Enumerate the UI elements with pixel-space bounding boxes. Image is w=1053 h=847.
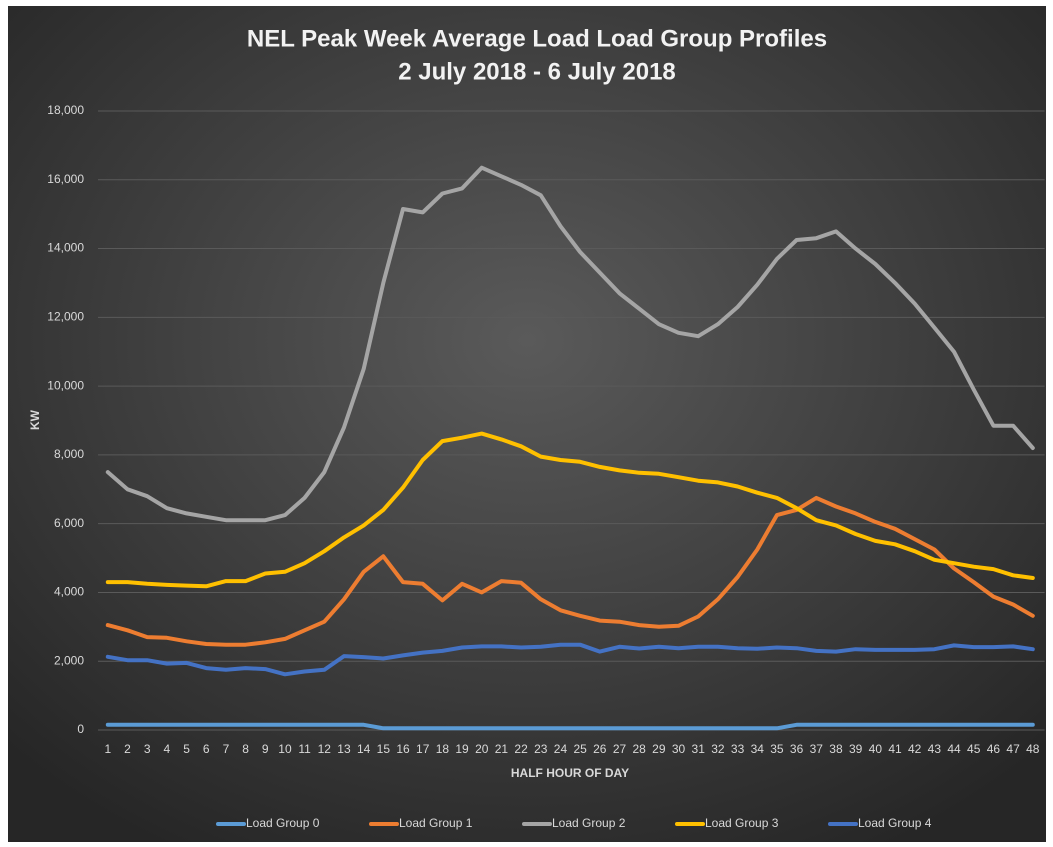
y-tick-label: 14,000 [47,241,84,255]
x-tick-label: 19 [455,742,469,756]
x-tick-label: 24 [554,742,568,756]
x-tick-label: 44 [947,742,961,756]
y-tick-label: 10,000 [47,378,84,392]
x-tick-label: 31 [692,742,706,756]
series-line [105,495,1035,647]
x-tick-label: 34 [751,742,765,756]
x-tick-label: 40 [869,742,883,756]
x-tick-label: 6 [203,742,210,756]
x-tick-label: 10 [278,742,292,756]
x-tick-label: 48 [1026,742,1040,756]
x-tick-label: 17 [416,742,430,756]
x-tick-label: 14 [357,742,371,756]
x-tick-label: 7 [223,742,230,756]
x-tick-label: 27 [613,742,627,756]
x-tick-label: 26 [593,742,607,756]
x-tick-label: 25 [573,742,587,756]
x-tick-label: 37 [810,742,824,756]
y-axis-label: KW [28,409,42,430]
x-tick-label: 15 [377,742,391,756]
x-tick-label: 20 [475,742,489,756]
x-tick-label: 11 [298,742,311,756]
x-tick-label: 39 [849,742,863,756]
y-tick-label: 16,000 [47,172,84,186]
x-tick-label: 3 [144,742,151,756]
chart-title: NEL Peak Week Average Load Load Group Pr… [247,25,827,52]
x-tick-label: 8 [242,742,249,756]
x-tick-label: 38 [829,742,843,756]
legend-label: Load Group 2 [552,816,626,830]
x-tick-label: 18 [436,742,450,756]
y-tick-label: 12,000 [47,310,84,324]
x-tick-label: 22 [514,742,528,756]
x-axis-label: HALF HOUR OF DAY [511,766,629,780]
legend-label: Load Group 0 [246,816,320,830]
x-tick-label: 35 [770,742,784,756]
x-tick-label: 43 [928,742,942,756]
x-tick-label: 36 [790,742,804,756]
series-line [105,165,1035,523]
x-tick-label: 4 [164,742,171,756]
x-tick-label: 5 [183,742,190,756]
x-tick-label: 23 [534,742,548,756]
series-line [105,431,1035,589]
legend-label: Load Group 3 [705,816,779,830]
x-tick-label: 1 [104,742,111,756]
y-tick-label: 6,000 [54,516,84,530]
x-tick-label: 46 [987,742,1001,756]
chart-subtitle: 2 July 2018 - 6 July 2018 [398,58,676,85]
x-tick-label: 45 [967,742,981,756]
x-tick-label: 9 [262,742,269,756]
x-tick-label: 12 [318,742,332,756]
x-tick-label: 33 [731,742,745,756]
y-tick-label: 2,000 [54,653,84,667]
x-tick-label: 13 [337,742,351,756]
y-tick-label: 18,000 [47,103,84,117]
series-line [105,722,1035,731]
x-tick-label: 28 [632,742,646,756]
y-tick-label: 8,000 [54,447,84,461]
y-tick-label: 4,000 [54,585,84,599]
x-tick-label: 41 [888,742,902,756]
x-tick-label: 2 [124,742,131,756]
legend-label: Load Group 4 [858,816,932,830]
legend-label: Load Group 1 [399,816,473,830]
x-tick-label: 16 [396,742,410,756]
series-line [105,642,1035,677]
x-tick-label: 32 [711,742,725,756]
x-tick-label: 42 [908,742,922,756]
x-tick-label: 47 [1006,742,1020,756]
x-tick-label: 30 [672,742,686,756]
y-tick-label: 0 [77,722,84,736]
chart-background [8,6,1046,842]
x-tick-label: 21 [495,742,509,756]
x-tick-label: 29 [652,742,666,756]
